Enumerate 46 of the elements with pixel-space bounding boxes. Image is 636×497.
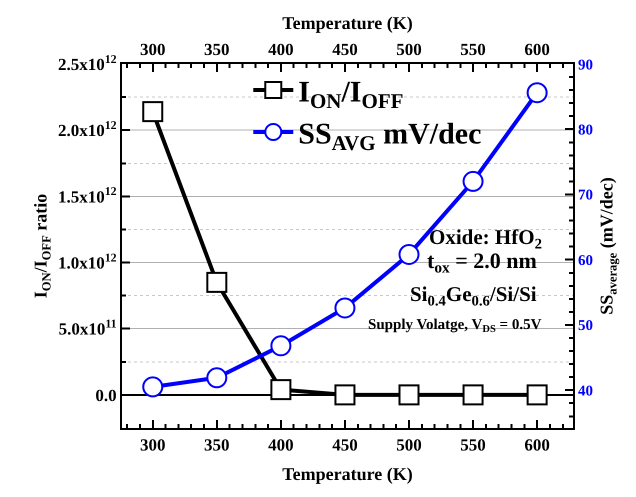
annotation: Si$_{0.4}$Ge$_{0.6}$/Si/Si <box>410 282 537 310</box>
y-tick-label: 1.5x10$^{12}$ <box>58 184 117 206</box>
x-tick-label: 550 <box>460 40 486 60</box>
x-tick-label: 400 <box>268 40 294 60</box>
x-tick-label: 600 <box>524 40 550 60</box>
point <box>398 244 420 265</box>
point <box>270 379 292 400</box>
x2-tick-label: 300 <box>140 435 166 454</box>
legend-label: I$_{ON}$/I$_{OFF}$ <box>298 76 404 113</box>
legend-label: SS$_{AVG}$ mV/dec <box>298 118 482 155</box>
x2-tick-label: 600 <box>524 435 550 454</box>
x-tick-label: 300 <box>140 40 166 60</box>
point <box>206 367 228 388</box>
y-tick-label: 5.0x10$^{11}$ <box>58 316 117 339</box>
x2-tick-label: 500 <box>396 435 422 454</box>
y2-tick-label: 40 <box>578 383 593 400</box>
y-tick-label: 2.0x10$^{12}$ <box>58 118 117 140</box>
annotation: Supply Volatge, V$_{DS}$ = 0.5V <box>368 317 542 336</box>
y-tick-label: 2.5x10$^{12}$ <box>58 52 117 74</box>
x2-tick-label: 550 <box>460 435 486 454</box>
x2-tick-label: 350 <box>204 435 230 454</box>
x2-tick-label: 450 <box>332 435 358 454</box>
point <box>526 384 548 406</box>
y2-tick-label: 80 <box>578 122 593 138</box>
x2-tick-label: 400 <box>268 435 294 454</box>
point <box>142 376 164 398</box>
y2-tick-label: 60 <box>578 252 593 269</box>
point <box>462 170 484 192</box>
y-tick-label: 1.0x10$^{12}$ <box>58 250 117 272</box>
point <box>462 384 484 406</box>
point <box>398 384 420 406</box>
point <box>270 335 292 356</box>
x-tick-label: 500 <box>396 40 422 60</box>
point <box>526 82 548 104</box>
y2-tick-label: 50 <box>578 318 593 334</box>
x-tick-label: 450 <box>332 40 358 60</box>
y2-tick-label: 90 <box>578 57 593 74</box>
x2-axis-title: Temperature (K) <box>282 12 413 33</box>
point <box>142 101 164 122</box>
y2-tick-label: 70 <box>578 188 593 204</box>
point <box>334 297 356 318</box>
x-tick-label: 350 <box>204 40 230 60</box>
y-tick-label: 0.0 <box>95 386 117 405</box>
point <box>334 384 356 406</box>
point <box>206 272 228 293</box>
x-axis-title: Temperature (K) <box>282 464 413 484</box>
